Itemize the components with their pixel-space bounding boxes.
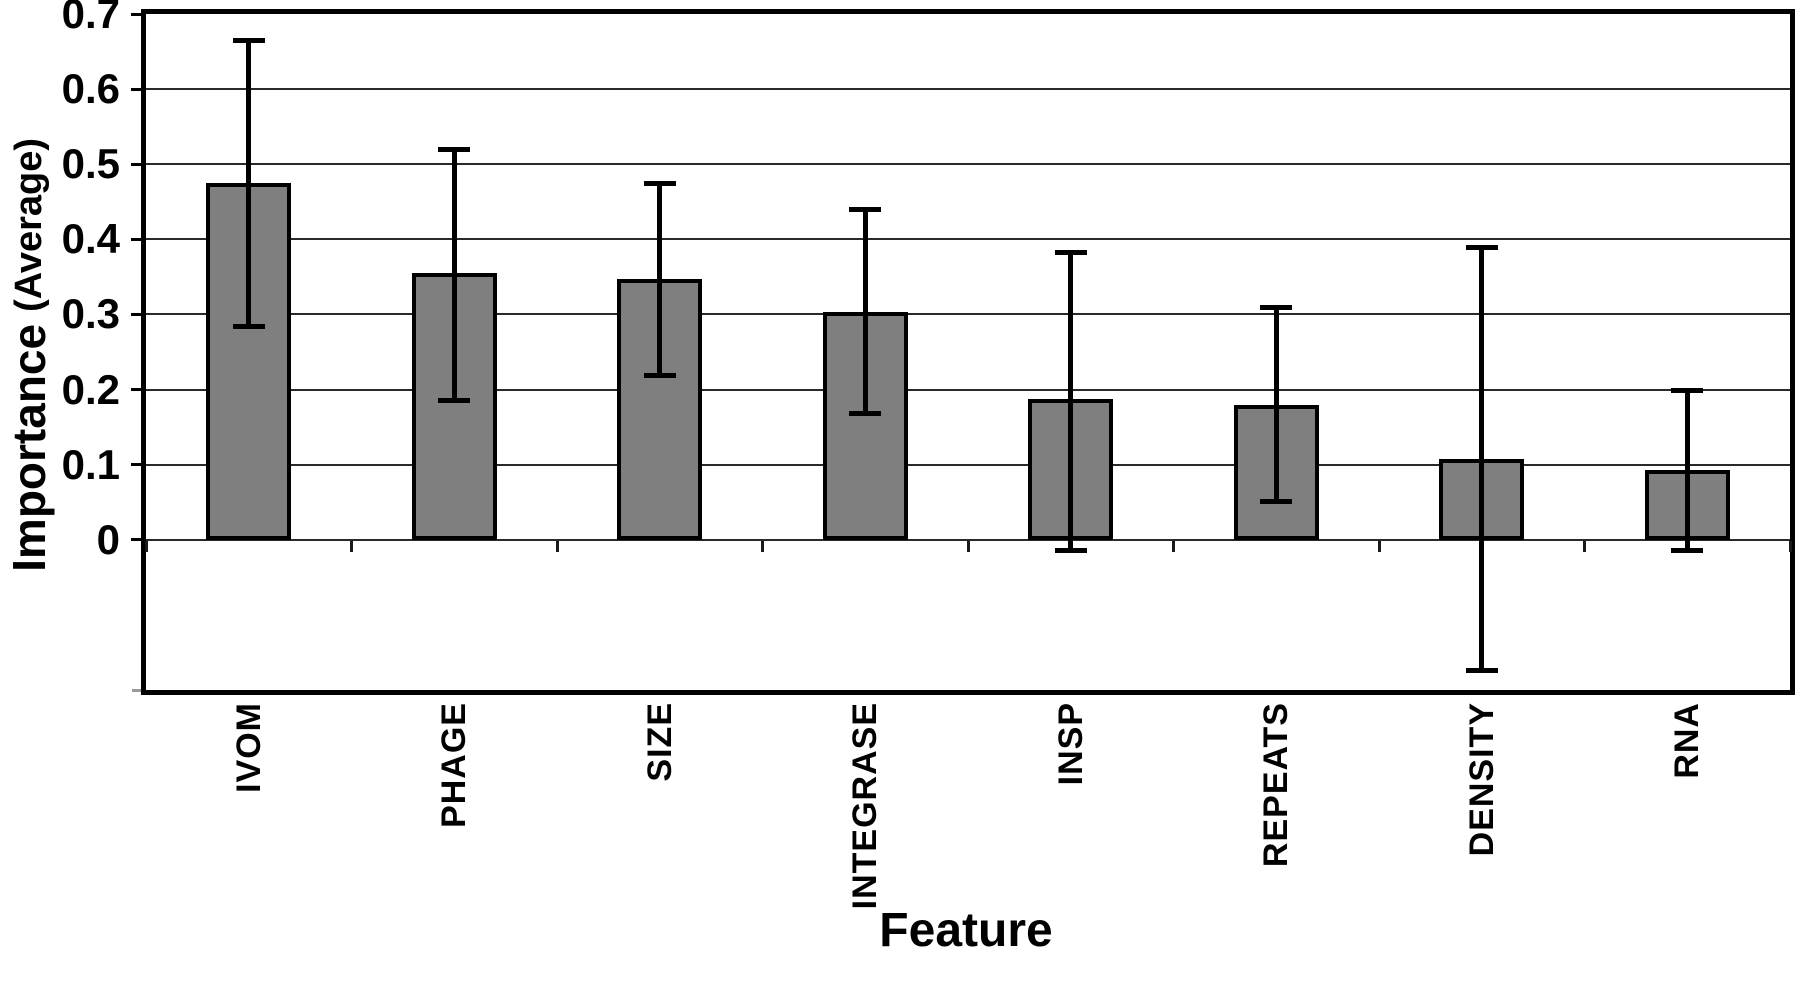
x-tick-label: IVOM	[229, 702, 268, 793]
y-tick	[131, 312, 141, 316]
x-axis-title: Feature	[879, 904, 1053, 957]
x-tick-label: PHAGE	[435, 702, 474, 828]
y-tick	[131, 12, 141, 16]
plot-area	[141, 9, 1795, 695]
x-tick-label: DENSITY	[1462, 702, 1501, 857]
y-tick	[131, 388, 141, 392]
x-tick-label: SIZE	[640, 702, 679, 782]
x-tick-label: INSP	[1051, 702, 1090, 786]
y-axis-title-main: Importance	[3, 323, 55, 572]
y-tick	[131, 538, 141, 542]
y-tick	[131, 162, 141, 166]
x-tick-label: RNA	[1668, 702, 1707, 779]
y-tick-min	[132, 688, 141, 692]
x-tick-label: INTEGRASE	[846, 702, 885, 910]
y-tick	[131, 463, 141, 467]
y-tick-label: 0.7	[61, 0, 120, 37]
x-tick-label: REPEATS	[1257, 702, 1296, 868]
y-tick	[131, 237, 141, 241]
y-tick	[131, 87, 141, 91]
y-axis-title: Importance (Average)	[3, 138, 55, 572]
y-tick-label: 0.6	[61, 65, 120, 113]
y-axis-title-sub: (Average)	[8, 138, 50, 312]
